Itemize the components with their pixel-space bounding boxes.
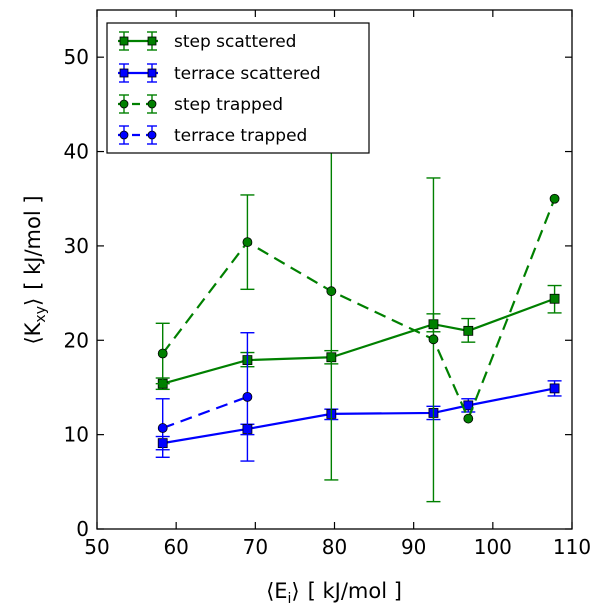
- x-tick-label: 100: [474, 535, 512, 559]
- series-terrace-trapped: [155, 332, 255, 462]
- legend-marker: [147, 130, 157, 140]
- data-point: [463, 325, 474, 336]
- series-step-trapped: [155, 101, 560, 503]
- data-point: [242, 237, 253, 248]
- y-tick-label: 30: [64, 234, 89, 258]
- data-point: [549, 193, 560, 204]
- x-tick-label: 60: [163, 535, 188, 559]
- legend: step scattered terrace scattered step tr…: [106, 22, 370, 154]
- data-point: [549, 383, 560, 394]
- y-tick-label: 20: [64, 328, 89, 352]
- legend-marker: [147, 68, 157, 78]
- tick-layer: 50 60 70 80 90 100 110 0 10 20 30 40 50: [64, 10, 591, 559]
- y-axis-label: ⟨Kxy⟩[ kJ/mol ]: [21, 195, 49, 344]
- legend-marker: [119, 99, 129, 109]
- x-tick-label: 50: [84, 535, 109, 559]
- legend-entries: [118, 31, 158, 145]
- legend-handle-step-trapped: [118, 94, 158, 114]
- legend-marker: [119, 36, 129, 46]
- data-point: [157, 423, 168, 433]
- x-tick-label: 70: [243, 535, 268, 559]
- legend-handle-step-scattered: [118, 31, 158, 51]
- data-point: [326, 286, 337, 297]
- y-tick-label: 50: [64, 45, 89, 69]
- legend-handle-terrace-trapped: [118, 125, 158, 145]
- series-terrace-scattered: [155, 380, 562, 451]
- data-point: [549, 293, 560, 304]
- series-layer: [155, 101, 562, 503]
- y-tick-label: 0: [76, 517, 89, 541]
- legend-marker: [119, 68, 129, 78]
- x-tick-label: 90: [401, 535, 426, 559]
- y-tick-label: 10: [64, 423, 89, 447]
- series-line: [162, 387, 555, 445]
- y-tick-label: 40: [64, 140, 89, 164]
- data-point: [463, 413, 474, 424]
- legend-marker: [147, 99, 157, 109]
- x-axis-label: ⟨Ei⟩[ kJ/mol ]: [266, 579, 402, 607]
- series-line: [162, 395, 248, 430]
- x-tick-label: 80: [322, 535, 347, 559]
- legend-label-terrace-scattered: terrace scattered: [174, 64, 321, 84]
- data-point: [463, 400, 474, 411]
- legend-handle-terrace-scattered: [118, 63, 158, 83]
- legend-marker: [119, 130, 129, 140]
- data-point: [242, 391, 253, 402]
- legend-label-step-trapped: step trapped: [174, 95, 283, 115]
- series-line: [162, 297, 555, 385]
- x-tick-label: 110: [553, 535, 591, 559]
- data-point: [428, 334, 439, 345]
- legend-marker: [147, 36, 157, 46]
- legend-label-step-scattered: step scattered: [174, 32, 296, 52]
- series-line: [161, 198, 556, 422]
- data-point: [157, 348, 168, 359]
- legend-label-terrace-trapped: terrace trapped: [174, 126, 307, 146]
